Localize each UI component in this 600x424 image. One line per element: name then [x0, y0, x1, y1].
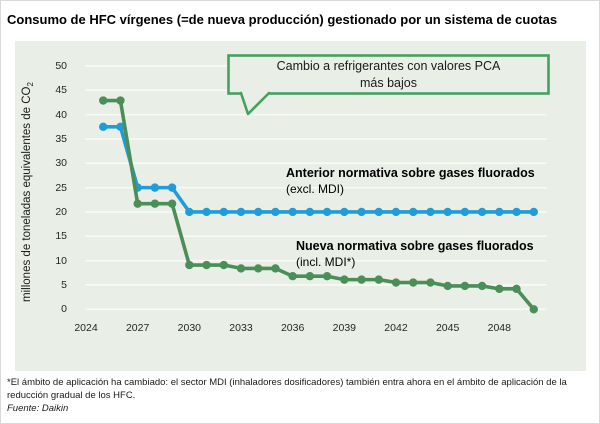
old-regulation-data-point — [512, 207, 521, 217]
new-regulation-data-point — [150, 199, 160, 208]
y-tick-label: 5 — [61, 278, 67, 291]
chart-title: Consumo de HFC vírgenes (=de nueva produ… — [7, 12, 558, 27]
old-regulation-data-point — [236, 207, 246, 217]
new-regulation-data-point — [322, 272, 332, 281]
new-regulation-label-subtitle: (incl. MDI*) — [296, 255, 356, 269]
new-regulation-series-label: Nueva normativa sobre gases fluorados (i… — [296, 238, 534, 270]
new-regulation-data-point — [167, 199, 177, 208]
old-regulation-data-point — [99, 122, 108, 131]
old-regulation-data-point — [322, 207, 332, 217]
old-regulation-data-point — [460, 207, 470, 217]
old-regulation-data-point — [202, 207, 211, 217]
old-regulation-data-point — [219, 207, 228, 217]
new-regulation-data-point — [116, 96, 125, 105]
old-regulation-data-point — [340, 207, 349, 217]
x-tick-label: 2024 — [74, 322, 98, 334]
old-regulation-data-point — [116, 122, 125, 131]
x-tick-label: 2042 — [384, 322, 408, 334]
new-regulation-line — [101, 98, 536, 312]
new-regulation-data-point — [202, 260, 211, 270]
y-tick-label: 10 — [55, 254, 67, 267]
new-regulation-label-title: Nueva normativa sobre gases fluorados — [296, 239, 534, 253]
x-tick-label: 2045 — [435, 322, 460, 334]
old-regulation-data-point — [305, 207, 315, 217]
old-regulation-label-title: Anterior normativa sobre gases fluorados — [286, 166, 535, 180]
new-regulation-data-point — [426, 278, 435, 287]
new-regulation-data-point — [236, 264, 246, 273]
footnote: *El ámbito de aplicación ha cambiado: el… — [7, 376, 595, 415]
footnote-line-1: *El ámbito de aplicación ha cambiado: el… — [7, 377, 567, 388]
old-regulation-data-point — [477, 207, 487, 217]
callout-annotation: Cambio a refrigerantes con valores PCA m… — [228, 55, 549, 94]
callout-line-1: Cambio a refrigerantes con valores PCA — [276, 58, 501, 73]
new-regulation-data-point — [529, 305, 538, 314]
new-regulation-data-point — [374, 275, 383, 284]
y-tick-label: 40 — [55, 108, 67, 121]
chart-svg — [85, 54, 550, 314]
footnote-line-2: reducción gradual de los HFC. — [7, 390, 136, 401]
new-regulation-data-point — [357, 275, 366, 284]
old-regulation-data-point — [495, 207, 504, 217]
callout-box — [227, 54, 550, 95]
old-regulation-data-point — [409, 207, 418, 217]
y-tick-label: 50 — [55, 59, 67, 72]
y-tick-label: 45 — [55, 84, 67, 97]
old-regulation-data-point — [271, 207, 280, 217]
old-regulation-data-point — [374, 207, 383, 217]
new-regulation-data-point — [495, 284, 504, 294]
new-regulation-data-point — [185, 260, 194, 270]
y-tick-label: 30 — [55, 157, 67, 170]
new-regulation-data-point — [288, 272, 297, 281]
old-regulation-data-point — [391, 207, 401, 217]
y-tick-label: 35 — [55, 132, 67, 145]
plot-panel: millones de toneladas equivalentes de CO… — [15, 41, 586, 371]
old-regulation-data-point — [167, 183, 177, 192]
new-regulation-data-point — [99, 96, 108, 105]
new-regulation-data-point — [271, 264, 280, 273]
x-tick-label: 2039 — [332, 322, 356, 334]
old-regulation-data-point — [443, 207, 452, 217]
y-tick-label: 0 — [61, 303, 67, 316]
callout-tail-border — [239, 91, 271, 116]
source-attribution: Fuente: Daikin — [7, 403, 69, 414]
old-regulation-series-label: Anterior normativa sobre gases fluorados… — [286, 165, 535, 197]
y-tick-label: 25 — [55, 181, 67, 194]
new-regulation-data-point — [409, 278, 418, 287]
new-regulation-data-point — [133, 199, 142, 208]
callout-line-2: más bajos — [360, 75, 417, 90]
x-tick-label: 2030 — [177, 322, 201, 334]
new-regulation-data-point — [305, 272, 315, 281]
callout-tail-fill — [240, 91, 270, 114]
new-regulation-data-point — [219, 260, 228, 270]
new-regulation-data-point — [477, 281, 487, 291]
new-regulation-data-point — [443, 281, 452, 291]
new-regulation-data-point — [460, 281, 470, 291]
old-regulation-data-point — [150, 183, 160, 192]
x-tick-label: 2027 — [125, 322, 150, 334]
old-regulation-data-point — [357, 207, 366, 217]
y-tick-label: 15 — [55, 230, 67, 243]
new-regulation-data-point — [512, 284, 521, 294]
new-regulation-data-point — [391, 278, 401, 287]
x-tick-label: 2036 — [280, 322, 305, 334]
new-regulation-data-point — [254, 264, 263, 273]
x-tick-label: 2048 — [487, 322, 511, 334]
old-regulation-data-point — [185, 207, 194, 217]
x-tick-label: 2033 — [229, 322, 253, 334]
old-regulation-data-point — [288, 207, 297, 217]
old-regulation-label-subtitle: (excl. MDI) — [286, 182, 344, 196]
old-regulation-data-point — [254, 207, 263, 217]
y-tick-label: 20 — [55, 205, 67, 218]
old-regulation-data-point — [529, 207, 538, 217]
y-axis-title-text: millones de toneladas equivalentes de CO — [20, 86, 33, 302]
new-regulation-data-point — [340, 275, 349, 284]
old-regulation-data-point — [426, 207, 435, 217]
